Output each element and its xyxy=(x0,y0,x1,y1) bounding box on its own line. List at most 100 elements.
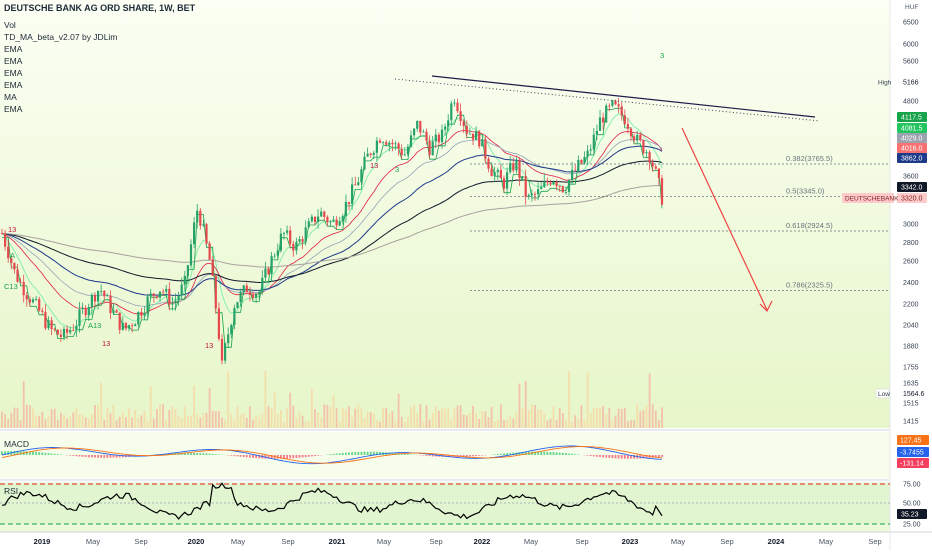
high-value-label: 5166 xyxy=(903,80,919,87)
indicator-vol[interactable]: Vol xyxy=(4,20,16,30)
currency-label: HUF xyxy=(905,4,918,11)
candle-body xyxy=(72,330,74,331)
indicator-ema-3[interactable]: EMA xyxy=(4,68,22,78)
price-tick-label: 6500 xyxy=(903,20,919,27)
candle-body xyxy=(261,278,263,292)
macd-histogram-bar xyxy=(308,455,310,457)
volume-bar xyxy=(60,413,62,428)
macd-histogram-bar xyxy=(230,455,232,456)
macd-histogram-bar xyxy=(550,452,552,455)
price-tag-label: 4081.5 xyxy=(901,126,923,133)
macd-label[interactable]: MACD xyxy=(4,439,29,449)
volume-bar xyxy=(32,408,34,428)
volume-bar xyxy=(168,410,170,428)
macd-histogram-bar xyxy=(432,455,434,456)
candle-body xyxy=(224,343,226,360)
candle-body xyxy=(57,330,59,335)
price-tick-label: 2800 xyxy=(903,240,919,247)
candle-body xyxy=(580,160,582,163)
volume-bar xyxy=(237,406,239,428)
volume-bar xyxy=(478,419,480,428)
volume-bar xyxy=(491,407,493,428)
candle-body xyxy=(326,217,328,222)
macd-histogram-bar xyxy=(426,455,428,456)
volume-bar xyxy=(172,406,174,428)
candle-body xyxy=(258,292,260,294)
candle-body xyxy=(360,169,362,182)
volume-bar xyxy=(444,409,446,428)
candle-body xyxy=(332,220,334,222)
volume-bar xyxy=(305,422,307,428)
candle-body xyxy=(181,285,183,296)
price-tag-label: 4029.0 xyxy=(901,136,923,143)
candle-body xyxy=(568,180,570,192)
candle-body xyxy=(196,211,198,223)
macd-histogram-bar xyxy=(246,455,248,457)
low-marker-label: Low xyxy=(878,391,890,398)
price-tick-label: 6000 xyxy=(903,42,919,49)
candle-body xyxy=(444,127,446,130)
volume-bar xyxy=(382,407,384,428)
candle-body xyxy=(41,311,43,312)
candle-body xyxy=(317,217,319,223)
macd-histogram-bar xyxy=(621,455,623,459)
candle-body xyxy=(345,202,347,216)
volume-bar xyxy=(134,410,136,428)
candle-body xyxy=(549,183,551,185)
candle-body xyxy=(494,172,496,176)
macd-histogram-bar xyxy=(587,455,589,456)
volume-bar xyxy=(122,412,124,428)
candle-body xyxy=(252,295,254,298)
candle-body xyxy=(336,220,338,226)
volume-bar xyxy=(581,405,583,428)
candle-body xyxy=(190,244,192,265)
macd-histogram-bar xyxy=(252,455,254,458)
volume-bar xyxy=(203,413,205,428)
macd-histogram-bar xyxy=(100,455,102,458)
candle-body xyxy=(112,310,114,313)
indicator-ma[interactable]: MA xyxy=(4,92,17,102)
candle-body xyxy=(26,295,28,299)
indicator-ema-4[interactable]: EMA xyxy=(4,80,22,90)
volume-bar xyxy=(323,404,325,428)
candle-body xyxy=(416,121,418,129)
indicator-ema-2[interactable]: EMA xyxy=(4,56,22,66)
candle-body xyxy=(150,294,152,297)
volume-bar xyxy=(407,417,409,428)
macd-histogram-bar xyxy=(286,455,288,459)
volume-bar xyxy=(66,419,68,428)
rsi-tick-label: 75.00 xyxy=(903,482,921,489)
candle-body xyxy=(236,302,238,308)
macd-histogram-bar xyxy=(608,455,610,458)
volume-bar xyxy=(17,408,19,428)
macd-histogram-bar xyxy=(556,452,558,455)
candle-body xyxy=(512,163,514,170)
volume-bar xyxy=(516,413,518,429)
macd-histogram-bar xyxy=(407,454,409,455)
macd-tag-label: 127.45 xyxy=(900,438,922,445)
volume-bar xyxy=(633,420,635,428)
volume-bar xyxy=(385,408,387,428)
indicator-ema-1[interactable]: EMA xyxy=(4,44,22,54)
candle-body xyxy=(583,157,585,163)
volume-bar xyxy=(466,415,468,428)
indicator-td-ma[interactable]: TD_MA_beta_v2.07 by JDLim xyxy=(4,32,117,42)
candle-body xyxy=(574,170,576,171)
volume-bar xyxy=(255,416,257,428)
rsi-label[interactable]: RSI xyxy=(4,486,18,496)
volume-bar xyxy=(379,422,381,428)
volume-bar xyxy=(624,408,626,428)
volume-bar xyxy=(277,414,279,428)
candle-body xyxy=(339,221,341,225)
macd-histogram-bar xyxy=(354,452,356,455)
rsi-band xyxy=(0,484,890,524)
volume-bar xyxy=(351,417,353,428)
volume-bar xyxy=(156,409,158,428)
time-tick-label: 2022 xyxy=(474,537,491,546)
volume-bar xyxy=(215,411,217,428)
indicator-ema-5[interactable]: EMA xyxy=(4,104,22,114)
candle-body xyxy=(410,135,412,146)
volume-bar xyxy=(426,406,428,428)
